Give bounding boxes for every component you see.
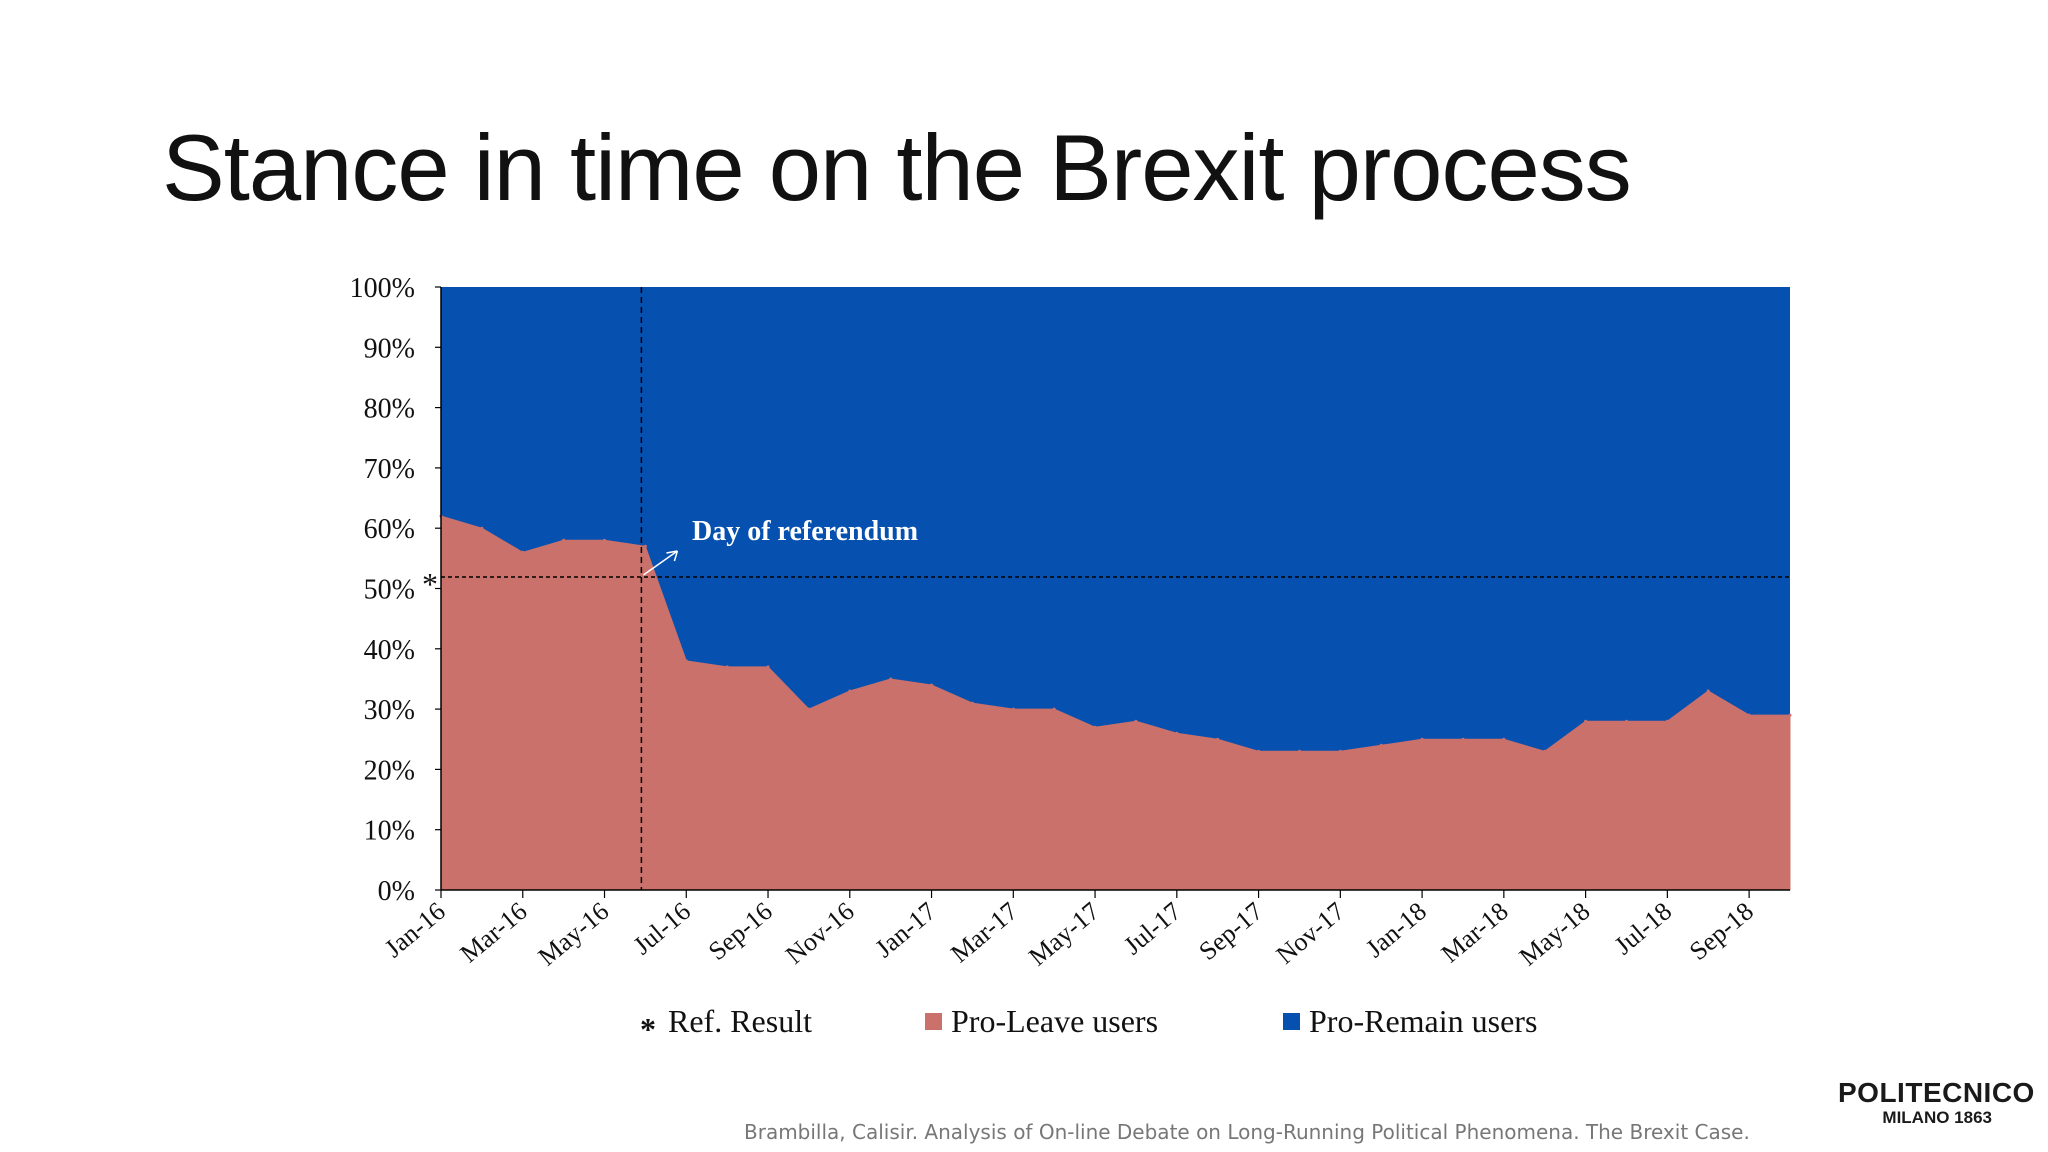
x-tick-label: Nov-17	[1271, 896, 1350, 969]
x-tick-label: May-18	[1514, 896, 1596, 971]
x-tick-label: Jan-17	[870, 896, 942, 963]
y-tick-label: 40%	[364, 635, 415, 666]
data-point-leave-May-16	[603, 538, 606, 542]
data-point-leave-Jul-17	[1175, 731, 1179, 735]
logo-line-2: MILANO 1863	[1882, 1108, 1992, 1127]
y-tick-label: 0%	[378, 876, 415, 907]
x-tick-label: Jul-18	[1609, 896, 1677, 960]
annotation-arrowhead	[666, 550, 679, 562]
y-tick-label: 20%	[364, 755, 415, 786]
y-tick-label: 70%	[364, 454, 415, 485]
x-tick-label: May-16	[533, 896, 615, 971]
data-point-leave-Sep-16	[766, 665, 770, 669]
x-tick-label: Sep-18	[1684, 896, 1759, 966]
legend-marker: *	[640, 1011, 656, 1047]
logo-line-1: POLITECNICO	[1838, 1077, 2035, 1108]
data-point-leave-Aug-18	[1706, 689, 1710, 693]
data-point-leave-Aug-16	[725, 665, 729, 669]
y-tick-label: 60%	[364, 514, 415, 545]
politecnico-logo: POLITECNICO MILANO 1863	[1838, 1077, 2035, 1128]
y-tick-label: 90%	[364, 333, 415, 364]
data-point-leave-Jun-16	[643, 544, 647, 548]
data-point-leave-Dec-16	[889, 677, 893, 681]
x-tick-label: May-17	[1023, 896, 1105, 971]
x-tick-label: Sep-17	[1193, 896, 1268, 966]
x-tick-label: Jul-17	[1118, 896, 1186, 960]
x-tick-label: Sep-16	[703, 896, 778, 966]
slide-title: Stance in time on the Brexit process	[162, 115, 1632, 220]
data-point-leave-Oct-18	[1788, 713, 1792, 717]
legend-swatch	[1283, 1013, 1300, 1030]
data-point-leave-Mar-17	[1011, 707, 1015, 711]
annotation-day-of-referendum: Day of referendum	[692, 516, 918, 547]
data-point-leave-Mar-18	[1502, 737, 1506, 741]
legend-label: Pro-Leave users	[951, 1003, 1158, 1039]
data-point-leave-Sep-18	[1747, 713, 1751, 717]
x-tick-label: Mar-16	[455, 896, 533, 968]
data-point-leave-Oct-17	[1298, 749, 1301, 753]
y-tick-label: 100%	[350, 273, 415, 304]
data-point-leave-Apr-16	[562, 538, 566, 542]
annotation-arrow	[642, 550, 678, 576]
data-point-leave-Jan-18	[1420, 737, 1424, 741]
data-point-leave-Mar-16	[521, 550, 525, 554]
citation: Brambilla, Calisir. Analysis of On-line …	[744, 1120, 1750, 1144]
data-point-leave-Jan-17	[930, 683, 933, 687]
data-point-leave-Feb-17	[970, 701, 974, 705]
data-point-leave-May-17	[1093, 725, 1097, 729]
x-tick-label: Mar-18	[1436, 896, 1514, 968]
x-tick-label: Jan-18	[1360, 896, 1432, 963]
legend-label: Pro-Remain users	[1309, 1003, 1537, 1039]
data-point-leave-Aug-17	[1216, 737, 1220, 741]
y-tick-label: 80%	[364, 394, 415, 425]
reference-marker: *	[422, 566, 438, 602]
data-point-leave-Jun-17	[1134, 719, 1138, 723]
x-tick-label: Nov-16	[780, 896, 859, 969]
data-point-leave-Apr-18	[1543, 749, 1547, 753]
x-tick-label: Mar-17	[945, 896, 1023, 968]
data-point-leave-Jun-18	[1625, 719, 1628, 723]
data-point-leave-Dec-17	[1379, 743, 1383, 747]
y-tick-label: 10%	[364, 816, 415, 847]
legend-swatch	[925, 1013, 942, 1030]
legend-label: Ref. Result	[668, 1003, 812, 1039]
data-point-leave-Oct-16	[807, 707, 811, 711]
data-point-leave-Apr-17	[1052, 707, 1056, 711]
data-point-leave-Nov-17	[1338, 749, 1342, 753]
data-point-leave-Feb-18	[1461, 737, 1465, 741]
x-tick-label: Jul-16	[628, 896, 696, 960]
data-point-leave-Feb-16	[480, 526, 484, 530]
data-point-leave-Nov-16	[848, 689, 852, 693]
data-point-leave-Jul-16	[684, 659, 688, 663]
data-point-leave-Jul-18	[1665, 719, 1669, 723]
y-tick-label: 30%	[364, 695, 415, 726]
y-tick-label: 50%	[364, 575, 415, 606]
data-point-leave-May-18	[1584, 719, 1588, 723]
data-point-leave-Sep-17	[1257, 749, 1261, 753]
